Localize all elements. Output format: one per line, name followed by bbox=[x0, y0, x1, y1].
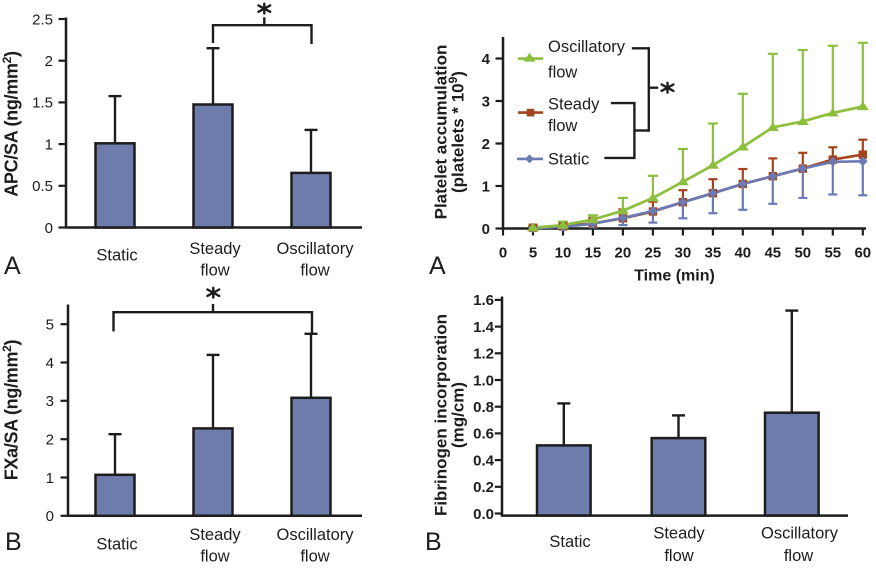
svg-text:A: A bbox=[429, 252, 446, 280]
svg-text:1.4: 1.4 bbox=[473, 319, 495, 336]
svg-text:2.5: 2.5 bbox=[32, 11, 53, 28]
svg-text:APC/SA (ng/mm2): APC/SA (ng/mm2) bbox=[0, 51, 22, 197]
svg-text:1: 1 bbox=[482, 178, 490, 195]
svg-text:Platelet accumulation: Platelet accumulation bbox=[432, 45, 451, 220]
svg-text:Steady: Steady bbox=[189, 240, 241, 258]
svg-text:3: 3 bbox=[482, 93, 490, 110]
svg-text:0: 0 bbox=[499, 245, 507, 262]
svg-text:flow: flow bbox=[548, 117, 577, 135]
svg-text:25: 25 bbox=[645, 245, 662, 262]
svg-text:Fibrinogen incorporation: Fibrinogen incorporation bbox=[432, 314, 451, 516]
svg-text:flow: flow bbox=[548, 64, 577, 82]
svg-text:flow: flow bbox=[300, 548, 329, 566]
svg-text:flow: flow bbox=[200, 548, 229, 566]
svg-text:0: 0 bbox=[46, 508, 54, 525]
svg-text:flow: flow bbox=[784, 547, 813, 565]
svg-text:45: 45 bbox=[764, 245, 781, 262]
svg-text:B: B bbox=[5, 528, 22, 556]
svg-text:1: 1 bbox=[46, 470, 54, 487]
svg-text:50: 50 bbox=[794, 245, 811, 262]
svg-text:40: 40 bbox=[734, 245, 751, 262]
svg-text:15: 15 bbox=[585, 245, 602, 262]
svg-text:2: 2 bbox=[46, 432, 54, 449]
svg-text:FXa/SA (ng/mm2): FXa/SA (ng/mm2) bbox=[0, 339, 22, 480]
svg-text:1.5: 1.5 bbox=[32, 95, 53, 112]
svg-text:Steady: Steady bbox=[189, 526, 241, 544]
svg-text:0.2: 0.2 bbox=[473, 479, 494, 496]
svg-text:0.6: 0.6 bbox=[473, 426, 494, 443]
svg-text:B: B bbox=[425, 528, 442, 556]
svg-text:A: A bbox=[4, 252, 21, 280]
svg-text:flow: flow bbox=[200, 262, 229, 280]
svg-text:Oscillatory: Oscillatory bbox=[548, 38, 626, 56]
svg-text:5: 5 bbox=[529, 245, 537, 262]
svg-text:Static: Static bbox=[549, 533, 590, 551]
svg-text:1.6: 1.6 bbox=[473, 292, 494, 309]
svg-text:(platelets * 109): (platelets * 109) bbox=[446, 71, 468, 193]
svg-text:20: 20 bbox=[615, 245, 632, 262]
svg-text:30: 30 bbox=[675, 245, 692, 262]
svg-text:0: 0 bbox=[45, 220, 53, 237]
svg-text:10: 10 bbox=[555, 245, 572, 262]
svg-text:2: 2 bbox=[482, 136, 490, 153]
svg-text:(mg/cm): (mg/cm) bbox=[449, 382, 468, 448]
svg-text:4: 4 bbox=[46, 355, 54, 372]
svg-text:Steady: Steady bbox=[653, 525, 705, 543]
svg-text:5: 5 bbox=[46, 317, 54, 334]
svg-text:0.4: 0.4 bbox=[473, 452, 495, 469]
svg-text:55: 55 bbox=[824, 245, 841, 262]
svg-text:2: 2 bbox=[45, 53, 53, 70]
svg-text:0.5: 0.5 bbox=[32, 178, 53, 195]
svg-text:0.8: 0.8 bbox=[473, 399, 494, 416]
svg-text:0: 0 bbox=[482, 221, 490, 238]
svg-text:Oscillatory: Oscillatory bbox=[276, 526, 354, 544]
svg-text:Static: Static bbox=[96, 247, 137, 265]
svg-text:0.0: 0.0 bbox=[473, 506, 494, 523]
svg-text:flow: flow bbox=[664, 547, 693, 565]
svg-text:60: 60 bbox=[854, 245, 871, 262]
svg-text:1.2: 1.2 bbox=[473, 346, 494, 363]
svg-text:1: 1 bbox=[45, 136, 53, 153]
svg-text:Oscillatory: Oscillatory bbox=[276, 240, 354, 258]
svg-text:Static: Static bbox=[96, 536, 137, 554]
svg-text:Time (min): Time (min) bbox=[634, 268, 715, 285]
svg-text:1.0: 1.0 bbox=[473, 372, 494, 389]
svg-text:Static: Static bbox=[548, 151, 589, 169]
svg-text:Steady: Steady bbox=[548, 95, 600, 113]
svg-text:35: 35 bbox=[705, 245, 722, 262]
svg-text:flow: flow bbox=[300, 262, 329, 280]
svg-text:3: 3 bbox=[46, 393, 54, 410]
svg-text:Oscillatory: Oscillatory bbox=[761, 525, 839, 543]
svg-text:4: 4 bbox=[482, 51, 491, 68]
